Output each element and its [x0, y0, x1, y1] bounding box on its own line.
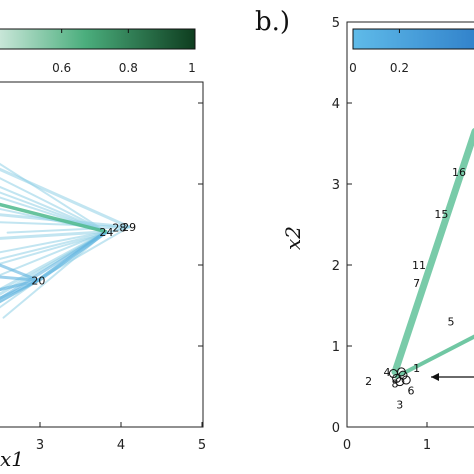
node-label-b: 5 [448, 316, 455, 329]
panel-b-label: b.) [255, 7, 290, 37]
colorbar-a-ticks: 0.6 0.8 1 [52, 29, 196, 75]
colorbar-b-tick-label: 0 [349, 61, 357, 75]
x-tick-label-a: 4 [117, 438, 125, 453]
axes-a: 3 4 5 [36, 102, 206, 453]
node-label-b: 1 [413, 362, 420, 375]
edges-a [0, 162, 131, 319]
cluster-node-b [401, 375, 411, 385]
axes-b: 0 1 2 3 4 5 0 1 [332, 16, 431, 453]
node-label-a: 29 [122, 221, 136, 234]
node-label-b: 2 [365, 375, 372, 388]
colorbar-a [0, 28, 196, 50]
edge-a [0, 167, 131, 229]
edge-a [0, 162, 108, 233]
y-tick-label-b: 2 [332, 259, 340, 274]
node-label-b: 15 [434, 208, 448, 221]
edge-a [0, 225, 131, 304]
x-tick-label-a: 5 [198, 438, 206, 453]
panel-a: 0.60.81 345 242829208 x1 [0, 28, 206, 471]
edge-a [0, 275, 39, 282]
x-tick-label-b: 0 [343, 438, 351, 453]
cluster-node-b [396, 367, 406, 377]
edge-a [6, 225, 131, 234]
node-label-b: 8 [392, 377, 399, 390]
edge-b [394, 334, 474, 379]
node-label-b: 16 [452, 166, 466, 179]
colorbar-a-tick-label: 0.6 [52, 61, 71, 75]
nodes-a: 242829208 [31, 221, 136, 287]
cluster-node-b [395, 377, 405, 387]
y-axis-label-b: x2 [281, 226, 305, 250]
x-axis-label-a: x1 [0, 447, 24, 471]
y-tick-label-b: 1 [332, 340, 340, 355]
edge-a [0, 230, 108, 301]
node-label-b: 3 [396, 398, 403, 411]
node-label-a: 24 [99, 226, 113, 239]
y-tick-label-b: 3 [332, 178, 340, 193]
edge-a [0, 230, 108, 277]
arrow-head-b [431, 373, 439, 381]
edge-a [0, 177, 108, 233]
edge-a-highlight [0, 202, 107, 234]
edge-a [0, 221, 131, 228]
edge-a [0, 230, 108, 240]
edge-a [0, 279, 40, 304]
y-tick-label-b: 4 [332, 97, 340, 112]
node-label-b: 11 [412, 259, 426, 272]
colorbar-b [352, 28, 474, 50]
node-label-b: 7 [413, 277, 420, 290]
edge-a [0, 185, 108, 233]
y-tick-label-b: 0 [332, 421, 340, 436]
plot-frame-b [346, 21, 474, 428]
edge-a [0, 230, 108, 254]
edge-a [0, 263, 39, 282]
edge-b-band [391, 128, 474, 376]
node-label-a: 20 [31, 274, 45, 287]
edges-b [388, 128, 474, 387]
x-tick-label-b: 1 [423, 438, 431, 453]
nodes-b: 16 15 11 7 5 1 42 863 [365, 166, 466, 411]
x-tick-label-a: 3 [36, 438, 44, 453]
colorbar-a-tick-label: 1 [188, 61, 196, 75]
node-label-a: 28 [112, 222, 126, 235]
colorbar-b-tick-label: 0.2 [390, 61, 409, 75]
colorbar-b-ticks: 0 0.2 [349, 29, 409, 75]
y-tick-label-b: 5 [332, 16, 340, 31]
node-label-b: 6 [408, 385, 415, 398]
plot-frame-a [0, 81, 204, 428]
colorbar-a-tick-label: 0.8 [119, 61, 138, 75]
node-label-b: 4 [384, 366, 391, 379]
